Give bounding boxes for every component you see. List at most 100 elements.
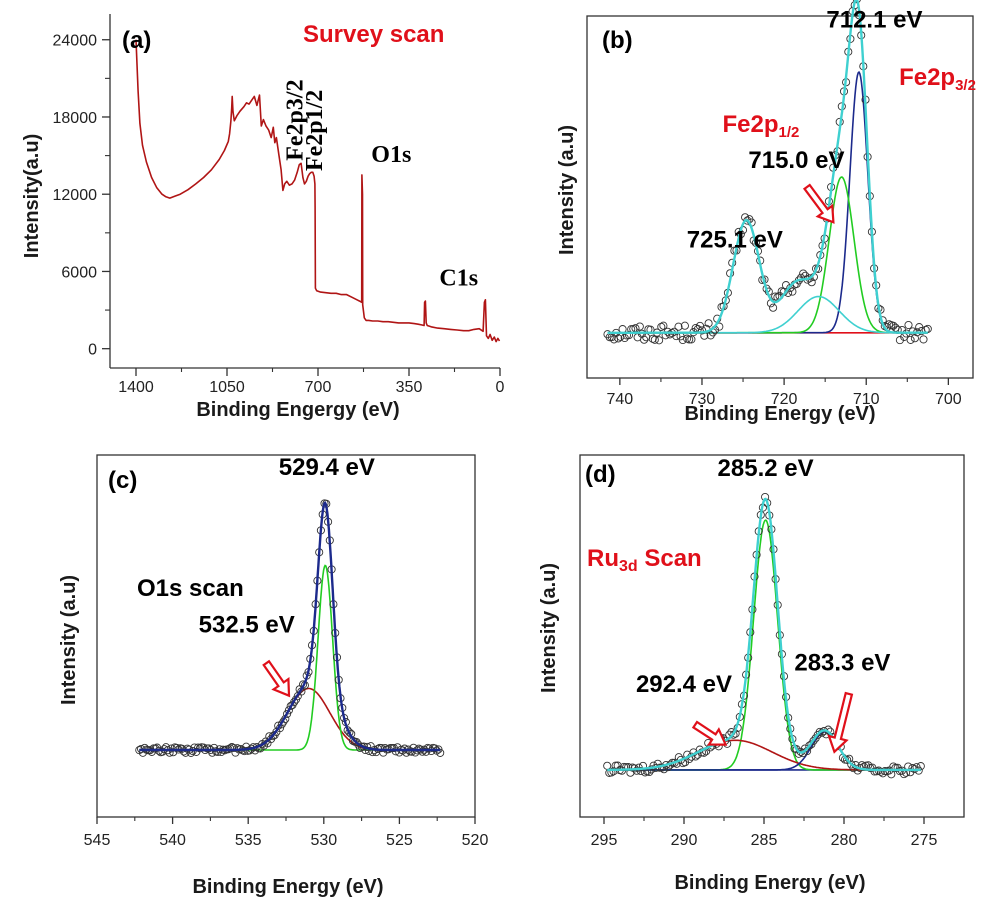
- panel-b-data-point: [640, 335, 649, 344]
- panel-b-envelope-curve: [607, 0, 928, 334]
- panel-b-data-point: [665, 330, 674, 339]
- panel-b-data-point: [799, 269, 808, 278]
- panel-b-data-point: [906, 335, 915, 344]
- panel-a-x-axis-title: Binding Engergy (eV): [196, 399, 399, 421]
- panel-c-data-point: [172, 743, 181, 752]
- panel-c-data-point: [233, 744, 242, 753]
- panel-c-data-point: [425, 744, 434, 753]
- panel-d-ru3d: 295 290 285 280 275 285.2 eV 292.4 eV 283.3 eV…: [538, 454, 965, 894]
- panel-c-x-tick-label: 525: [386, 832, 413, 849]
- panel-b-arrow: [802, 183, 835, 224]
- panel-c-title: O1s scan: [137, 575, 244, 602]
- panel-c-x-axis-title: Binding Energy (eV): [192, 876, 383, 898]
- panel-d-title-ru: Ru: [587, 545, 619, 572]
- panel-b-annotation-main: Fe2p: [723, 111, 779, 138]
- panel-c-annotations: 529.4 eV 532.5 eV: [199, 454, 375, 698]
- panel-d-envelope-curve: [607, 497, 921, 772]
- panel-b-annotation: 725.1 eV: [687, 227, 783, 254]
- panel-a-x-tick-label: 700: [305, 379, 332, 396]
- panel-a-label: (a): [122, 27, 151, 54]
- panel-a-survey-scan: 1400 1050 700 350 0 0 6000 12000 18000 24000 Fe2p…: [21, 14, 505, 421]
- panel-a-annotation: C1s: [439, 266, 478, 292]
- panel-d-y-axis-title: Intensity (a.u): [538, 563, 560, 693]
- panel-b-data-point: [704, 319, 713, 328]
- panel-a-x-tick-label: 1400: [118, 379, 154, 396]
- panel-d-annotation-main: 285.2 eV: [718, 455, 814, 482]
- panel-d-annotation: 292.4 eV: [636, 671, 732, 698]
- panel-c-annotation: 532.5 eV: [199, 611, 295, 638]
- panel-a-y-tick-label: 12000: [53, 187, 98, 204]
- panel-d-ticks: 295 290 285 280 275: [591, 817, 938, 849]
- panel-d-arrow: [691, 720, 728, 746]
- panel-b-data-point: [659, 321, 668, 330]
- panel-d-x-tick-label: 290: [671, 832, 698, 849]
- panel-d-annotations: 285.2 eV 292.4 eV 283.3 eV: [636, 455, 890, 754]
- panel-d-arrow: [827, 691, 854, 754]
- panel-c-annotation-main: 532.5 eV: [199, 611, 295, 638]
- panel-d-frame: [579, 454, 965, 818]
- panel-a-title: Survey scan: [303, 21, 444, 48]
- panel-c-data-point: [407, 747, 416, 756]
- panel-b-fe2p: 740 730 720 710 700 712.1 eV 715.0 eV 725.1 eV…: [556, 0, 976, 425]
- panel-d-annotation: 283.3 eV: [794, 649, 890, 676]
- panel-d-annotation-main: 292.4 eV: [636, 671, 732, 698]
- panel-a-x-tick-label: 1050: [209, 379, 245, 396]
- panel-c-data-point: [352, 737, 361, 747]
- panel-b-data-point: [624, 331, 634, 340]
- panel-b-x-tick-label: 700: [935, 391, 962, 408]
- panel-b-annotation: Fe2p3/2: [899, 64, 976, 94]
- panel-d-x-tick-label: 280: [831, 832, 858, 849]
- panel-c-data-point: [240, 747, 249, 756]
- panel-b-data-point: [614, 334, 623, 343]
- panel-b-annotation-main: Fe2p: [899, 64, 955, 91]
- panel-b-x-tick-label: 740: [606, 391, 633, 408]
- panel-c-label: (c): [108, 467, 137, 494]
- panel-b-frame: [586, 15, 974, 379]
- panel-c-ticks: 545 540 535 530 525 520: [84, 817, 489, 849]
- panel-d-annotation: 285.2 eV: [718, 455, 814, 482]
- panel-a-annotation: O1s: [371, 142, 411, 168]
- panel-d-data-point: [809, 736, 818, 745]
- panel-b-annotation: 715.0 eV: [748, 147, 844, 174]
- panel-d-annotation-main: 283.3 eV: [794, 649, 890, 676]
- panel-c-data-point: [217, 747, 226, 757]
- panel-d-data-point: [876, 767, 885, 776]
- panel-a-annotation: Fe2p1/2: [302, 90, 328, 171]
- panel-c-annotation-main: 529.4 eV: [279, 454, 375, 481]
- panel-b-data-point: [674, 322, 683, 331]
- panel-c-data-point: [345, 728, 354, 737]
- panel-d-x-tick-label: 275: [911, 832, 938, 849]
- panel-d-data-point: [622, 763, 631, 772]
- panel-c-y-axis-title: Intensity (a.u): [58, 575, 80, 705]
- panel-a-y-axis-title: Intensity(a.u): [21, 134, 43, 258]
- panel-b-label: (b): [602, 27, 633, 54]
- panel-c-annotation: 529.4 eV: [279, 454, 375, 481]
- panel-b-data-point: [680, 321, 689, 330]
- panel-d-x-tick-label: 285: [751, 832, 778, 849]
- panel-b-annotation-sub: 1/2: [779, 124, 800, 141]
- panel-c-x-tick-label: 535: [235, 832, 262, 849]
- panel-a-y-tick-label: 18000: [53, 110, 98, 127]
- panel-c-x-tick-label: 530: [310, 832, 337, 849]
- panel-b-data-point: [620, 333, 629, 343]
- panel-a-survey-line: [135, 39, 501, 343]
- panel-d-x-axis-title: Binding Energy (eV): [674, 872, 865, 894]
- panel-c-x-tick-label: 520: [462, 832, 489, 849]
- panel-d-data-point: [843, 755, 852, 764]
- panel-d-data-point: [805, 741, 814, 750]
- panel-c-x-tick-label: 540: [159, 832, 186, 849]
- panel-b-data-point: [657, 322, 666, 331]
- panel-b-x-tick-label: 720: [771, 391, 798, 408]
- panel-c-data-point: [430, 744, 439, 753]
- panel-a-x-tick-label: 0: [496, 379, 505, 396]
- panel-b-data-point: [904, 320, 913, 330]
- panel-b-annotation: Fe2p1/2: [723, 111, 800, 141]
- panel-c-x-tick-label: 545: [84, 832, 111, 849]
- panel-d-label: (d): [585, 461, 616, 488]
- panel-c-arrow: [262, 659, 291, 698]
